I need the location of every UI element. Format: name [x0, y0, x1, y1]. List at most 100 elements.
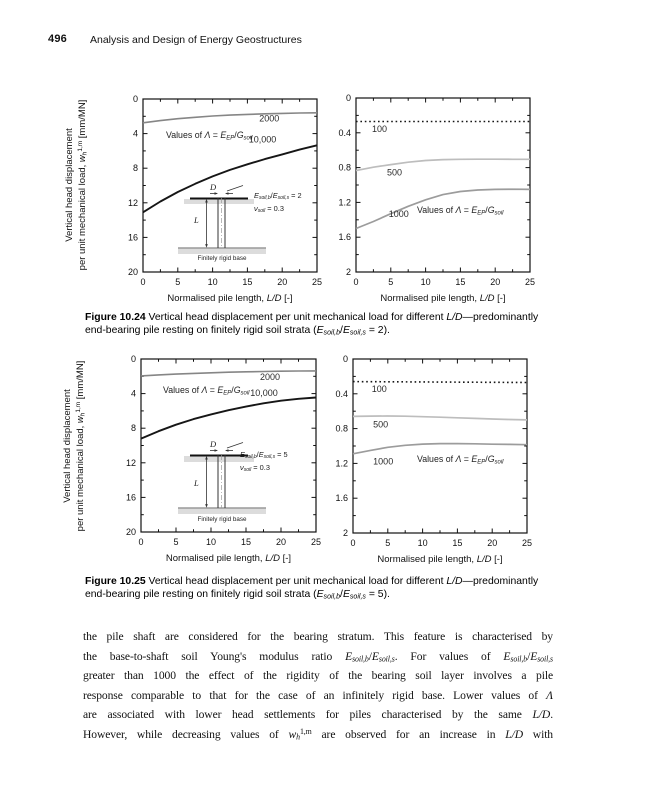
body-line: are associated with lower head settlemen…: [83, 708, 553, 722]
y-axis-label: Vertical head displacement per unit mech…: [64, 85, 90, 285]
y-tick-label: 20: [128, 267, 138, 277]
inset-modulus-ratio: Esoil,b/Esoil,s = 5: [240, 450, 288, 461]
caption-line: end-bearing pile resting on finitely rig…: [85, 325, 390, 337]
leader-line: [226, 185, 244, 192]
rigid-base-label: Finitely rigid base: [197, 255, 247, 262]
x-tick-label: 15: [242, 277, 252, 287]
y-tick-label: 1.2: [335, 458, 348, 468]
body-line: response comparable to that for the case…: [83, 688, 553, 702]
series-label: 2000: [259, 113, 279, 123]
dimension-L-label: L: [194, 478, 199, 488]
x-tick-label: 20: [277, 277, 287, 287]
y-axis-label-line2: per unit mechanical load, wh1,m [mm/MN]: [76, 99, 88, 271]
leader-line: [226, 442, 244, 449]
y-tick-label: 0.8: [338, 163, 351, 173]
chart-canvas: 0 5 10 15 20 25 0 4 8 12 16 20 2000 10,000 Normalised …: [128, 94, 322, 304]
chart-10-25-left: 0 5 10 15 20 25 0 4 8 12 16 20 2000 10,000 Normalised …: [126, 354, 321, 564]
x-tick-label: 20: [487, 538, 497, 548]
y-tick-label: 16: [126, 492, 136, 502]
figure-caption: Figure 10.25 Vertical head displacement …: [85, 575, 605, 602]
series-line-500: [355, 158, 530, 172]
x-tick-label: 0: [353, 277, 358, 287]
y-tick-label: 0: [131, 354, 136, 364]
chart-canvas: 0 5 10 15 20 25 0 0.4 0.8 1.2 1.6 2 100 500 1000 Normal…: [335, 354, 532, 565]
x-tick-label: 25: [522, 538, 532, 548]
dimension-D-label: D: [210, 182, 217, 192]
x-tick-label: 15: [241, 537, 251, 547]
caption-line: Figure 10.24 Vertical head displacement …: [85, 312, 539, 323]
dimension-L-arrow: [205, 455, 208, 460]
y-tick-label: 0: [133, 94, 138, 104]
page-number: 496: [48, 33, 67, 45]
series-line-10,000: [142, 144, 318, 214]
y-tick-label: 20: [126, 527, 136, 537]
chart-canvas: 0 5 10 15 20 25 0 4 8 12 16 20 2000 10,000 Normalised …: [126, 354, 321, 564]
y-tick-label: 0: [343, 354, 348, 364]
series-label: 100: [372, 384, 387, 394]
x-tick-label: 10: [418, 538, 428, 548]
x-tick-label: 0: [350, 538, 355, 548]
y-tick-label: 2: [346, 267, 351, 277]
dimension-L-arrow: [205, 198, 208, 203]
x-tick-label: 25: [312, 277, 322, 287]
figure-caption: Figure 10.24 Vertical head displacement …: [85, 311, 605, 338]
y-tick-label: 0.4: [338, 128, 351, 138]
dimension-L-arrow: [205, 244, 208, 248]
x-tick-label: 10: [208, 277, 218, 287]
x-tick-label: 5: [173, 537, 178, 547]
y-tick-label: 4: [131, 389, 136, 399]
y-axis-label-line2: per unit mechanical load, wh1,m [mm/MN]: [74, 360, 86, 532]
y-tick-label: 0.4: [335, 389, 348, 399]
y-tick-label: 0: [346, 93, 351, 103]
body-line: the base-to-shaft soil Young's modulus r…: [83, 649, 553, 664]
dimension-L-label: L: [194, 215, 199, 225]
y-tick-label: 4: [133, 129, 138, 139]
caption-line: Figure 10.25 Vertical head displacement …: [85, 576, 539, 587]
dimension-D-arrow: [214, 192, 218, 195]
pile-diagram: [178, 442, 266, 514]
series-line-2000: [142, 112, 318, 124]
y-tick-label: 2: [343, 528, 348, 538]
chart-10-25-right: 0 5 10 15 20 25 0 0.4 0.8 1.2 1.6 2 100 500 1000 Normal…: [335, 354, 532, 565]
series-label: 1000: [389, 209, 409, 219]
inset-poisson-ratio: νsoil = 0.3: [254, 204, 284, 215]
body-line: the pile shaft are considered for the be…: [83, 630, 553, 643]
chart-10-24-right: 0 5 10 15 20 25 0 0.4 0.8 1.2 1.6 2 100 500 1000 Normal…: [338, 93, 535, 304]
dimension-D-arrow: [225, 449, 229, 452]
x-axis-label: Normalised pile length, L/D [-]: [377, 554, 502, 565]
running-title: Analysis and Design of Energy Geostructu…: [90, 34, 302, 46]
series-line-10,000: [140, 396, 317, 440]
y-tick-label: 1.6: [335, 493, 348, 503]
series-line-2000: [140, 370, 317, 377]
chart-canvas: 0 5 10 15 20 25 0 0.4 0.8 1.2 1.6 2 100 500 1000 Normal…: [338, 93, 535, 304]
lambda-annotation: Values of Λ = EEP/Gsoil: [166, 130, 253, 142]
ground-band: [184, 456, 254, 462]
series-line-1000: [355, 188, 531, 230]
lambda-annotation: Values of Λ = EEP/Gsoil: [417, 205, 504, 217]
x-axis-label: Normalised pile length, L/D [-]: [380, 293, 505, 304]
rigid-base: [178, 508, 266, 514]
x-tick-label: 10: [421, 277, 431, 287]
x-tick-label: 15: [455, 277, 465, 287]
y-tick-label: 12: [128, 198, 138, 208]
dimension-L-arrow: [205, 504, 208, 508]
x-axis-label: Normalised pile length, L/D [-]: [166, 553, 291, 564]
y-tick-label: 12: [126, 458, 136, 468]
series-line-500: [352, 415, 528, 421]
y-tick-label: 0.8: [335, 424, 348, 434]
y-tick-label: 1.6: [338, 232, 351, 242]
y-axis-label-line1: Vertical head displacement: [64, 128, 75, 242]
ground-band: [184, 199, 254, 204]
rigid-base: [178, 248, 266, 254]
series-label: 100: [372, 124, 387, 134]
series-label: 10,000: [249, 134, 277, 144]
x-tick-label: 15: [452, 538, 462, 548]
rigid-base-label: Finitely rigid base: [197, 516, 247, 523]
y-tick-label: 16: [128, 232, 138, 242]
body-paragraph: the pile shaft are considered for the be…: [83, 627, 553, 745]
pile-diagram: [178, 185, 266, 254]
x-tick-label: 5: [388, 277, 393, 287]
dimension-D-arrow: [214, 449, 218, 452]
x-tick-label: 5: [385, 538, 390, 548]
